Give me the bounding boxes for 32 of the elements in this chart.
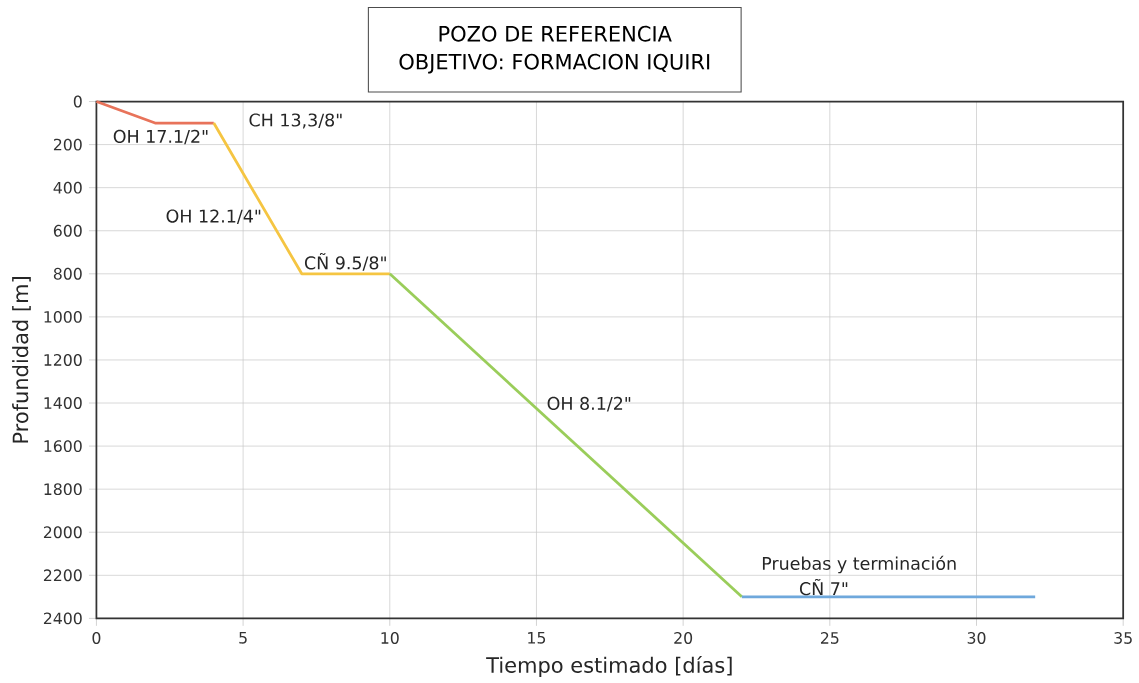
annotation: CH 13,3/8" <box>249 113 342 129</box>
y-tick-label: 1000 <box>44 311 82 323</box>
x-tick-label: 10 <box>381 632 399 644</box>
annotation: OH 8.1/2" <box>547 396 631 412</box>
y-tick-label: 2200 <box>43 569 82 582</box>
annotation: CÑ 9.5/8" <box>304 253 386 271</box>
y-tick-label: 200 <box>53 138 82 151</box>
y-axis-title: Profundidad [m] <box>12 277 31 443</box>
x-tick-label: 20 <box>674 632 693 644</box>
y-tick-label: 800 <box>53 267 82 280</box>
y-tick-label: 1600 <box>44 440 82 453</box>
y-tick-label: 1200 <box>44 354 82 366</box>
x-tick-label: 35 <box>1114 632 1132 644</box>
y-tick-label: 1400 <box>44 397 82 410</box>
annotation: OH 17.1/2" <box>113 129 208 145</box>
x-tick-label: 25 <box>820 632 839 644</box>
chart-subtitle: OBJETIVO: FORMACION IQUIRI <box>399 53 710 74</box>
y-tick-label: 1800 <box>44 483 82 496</box>
annotation: CÑ 7" <box>799 579 848 596</box>
chart-title: POZO DE REFERENCIA <box>439 25 672 42</box>
annotation: Pruebas y terminación <box>762 555 956 574</box>
y-tick-label: 400 <box>53 181 82 194</box>
x-tick-label: 30 <box>967 632 986 644</box>
y-tick-label: 2400 <box>43 612 82 625</box>
annotation: OH 12.1/4" <box>166 209 261 225</box>
y-tick-label: 600 <box>53 224 82 237</box>
y-tick-label: 0 <box>73 95 82 108</box>
x-tick-label: 15 <box>528 632 546 644</box>
y-tick-label: 2000 <box>43 526 82 539</box>
x-tick-label: 0 <box>92 632 101 644</box>
x-tick-label: 5 <box>239 632 247 644</box>
x-axis-title: Tiempo estimado [días] <box>486 655 732 678</box>
